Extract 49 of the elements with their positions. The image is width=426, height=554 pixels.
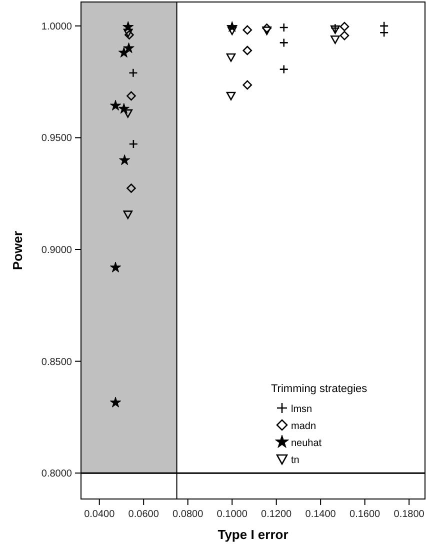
point: [379, 28, 389, 38]
x-tick-label: 0.1400: [305, 509, 336, 520]
point: [123, 210, 133, 220]
legend-title: Trimming strategies: [271, 383, 368, 395]
y-axis-title: Power: [10, 230, 25, 270]
point: [279, 64, 289, 74]
point: [242, 46, 252, 56]
legend-label: tn: [291, 455, 300, 466]
x-tick-label: 0.1200: [261, 509, 292, 520]
x-tick-label: 0.0600: [128, 509, 160, 520]
point: [279, 38, 289, 48]
point: [340, 22, 350, 32]
point: [126, 184, 136, 193]
point: [124, 30, 134, 40]
point: [123, 109, 133, 118]
y-tick-label: 0.9500: [41, 133, 72, 144]
point: [123, 28, 133, 38]
point: [226, 53, 236, 62]
y-tick-label: 1.0000: [41, 21, 72, 32]
y-tick-label: 0.9000: [41, 244, 72, 256]
x-axis-title: Type I error: [218, 527, 288, 542]
point: [128, 139, 138, 149]
point: [128, 68, 138, 78]
x-tick-label: 0.1800: [394, 509, 425, 520]
point: [118, 46, 130, 58]
point: [262, 26, 272, 36]
y-tick-label: 0.8500: [41, 356, 72, 368]
x-tick-label: 0.1000: [216, 509, 248, 520]
point: [110, 100, 122, 111]
point: [110, 262, 122, 272]
legend-label: neuhat: [291, 438, 322, 449]
point: [242, 80, 252, 90]
point: [242, 25, 252, 35]
point: [119, 154, 130, 166]
point: [227, 26, 237, 36]
x-tick-label: 0.0800: [172, 509, 204, 520]
x-tick-label: 0.1600: [350, 509, 381, 520]
point: [279, 22, 289, 32]
point: [379, 21, 389, 31]
legend-label: madn: [291, 421, 316, 432]
y-tick-label: 0.8000: [41, 468, 72, 480]
legend-label: lmsn: [291, 404, 312, 415]
point: [262, 24, 272, 33]
point: [126, 91, 136, 101]
point: [330, 35, 340, 44]
point: [226, 92, 236, 100]
point: [110, 396, 122, 408]
point: [340, 30, 350, 40]
x-tick-label: 0.0400: [84, 509, 116, 520]
